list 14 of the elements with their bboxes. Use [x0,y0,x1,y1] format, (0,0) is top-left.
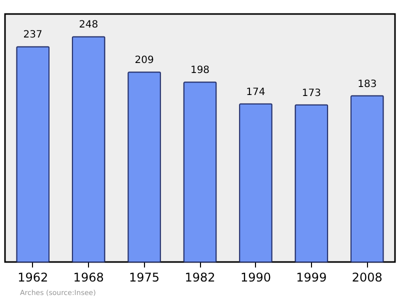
data-label: 209 [134,55,154,66]
data-label: 248 [79,20,98,31]
data-label: 173 [302,88,321,99]
x-tick-label: 1990 [240,270,271,284]
x-tick-label: 2008 [352,270,382,284]
data-label: 198 [190,65,210,76]
data-label: 237 [23,30,42,41]
x-tick-label: 1962 [18,270,48,284]
x-tick-label: 1968 [73,270,104,284]
x-tick-label: 1999 [296,270,327,284]
data-label: 174 [246,86,266,98]
x-tick-label: 1975 [129,270,160,284]
x-tick-label: 1982 [184,270,216,284]
data-label: 183 [358,78,377,90]
